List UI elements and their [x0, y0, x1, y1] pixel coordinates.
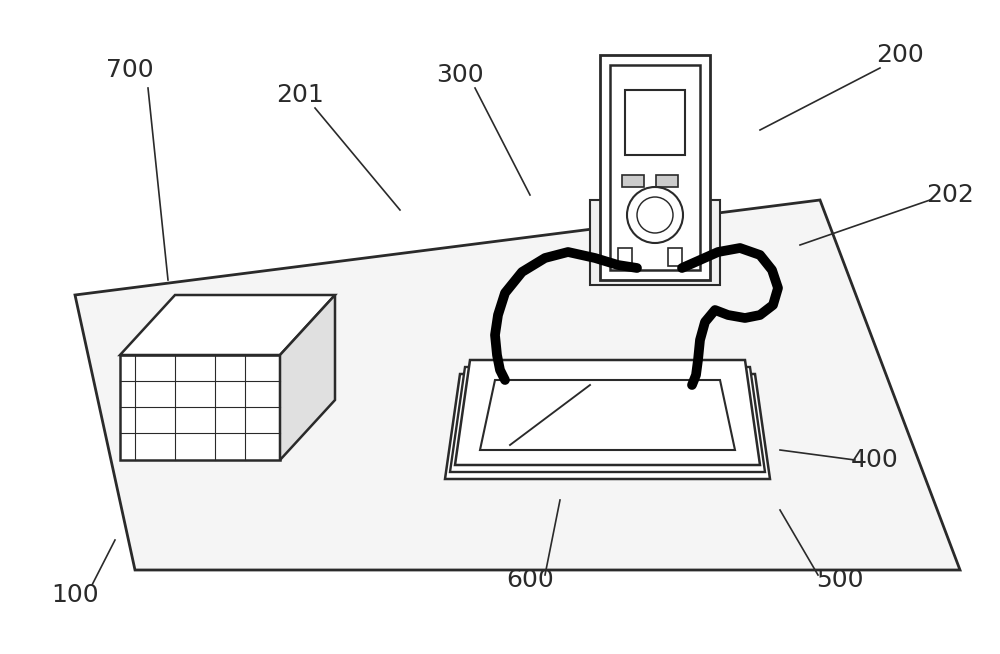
Bar [622, 175, 644, 187]
Text: 600: 600 [506, 568, 554, 592]
Text: 201: 201 [276, 83, 324, 107]
Text: 400: 400 [851, 448, 899, 472]
Text: 300: 300 [436, 63, 484, 87]
Bar [610, 65, 700, 270]
Polygon shape [280, 295, 335, 460]
Polygon shape [120, 295, 335, 355]
Bar [618, 248, 632, 266]
Bar [600, 55, 710, 280]
Polygon shape [455, 360, 760, 465]
Polygon shape [445, 374, 770, 479]
Bar [590, 200, 720, 285]
Bar [625, 90, 685, 155]
Polygon shape [75, 200, 960, 570]
Text: 500: 500 [816, 568, 864, 592]
Text: 700: 700 [106, 58, 154, 82]
Text: 100: 100 [51, 583, 99, 607]
Polygon shape [120, 355, 280, 460]
Bar [668, 248, 682, 266]
Polygon shape [450, 367, 765, 472]
Text: 202: 202 [926, 183, 974, 207]
Polygon shape [480, 380, 735, 450]
Text: 200: 200 [876, 43, 924, 67]
Bar [656, 175, 678, 187]
